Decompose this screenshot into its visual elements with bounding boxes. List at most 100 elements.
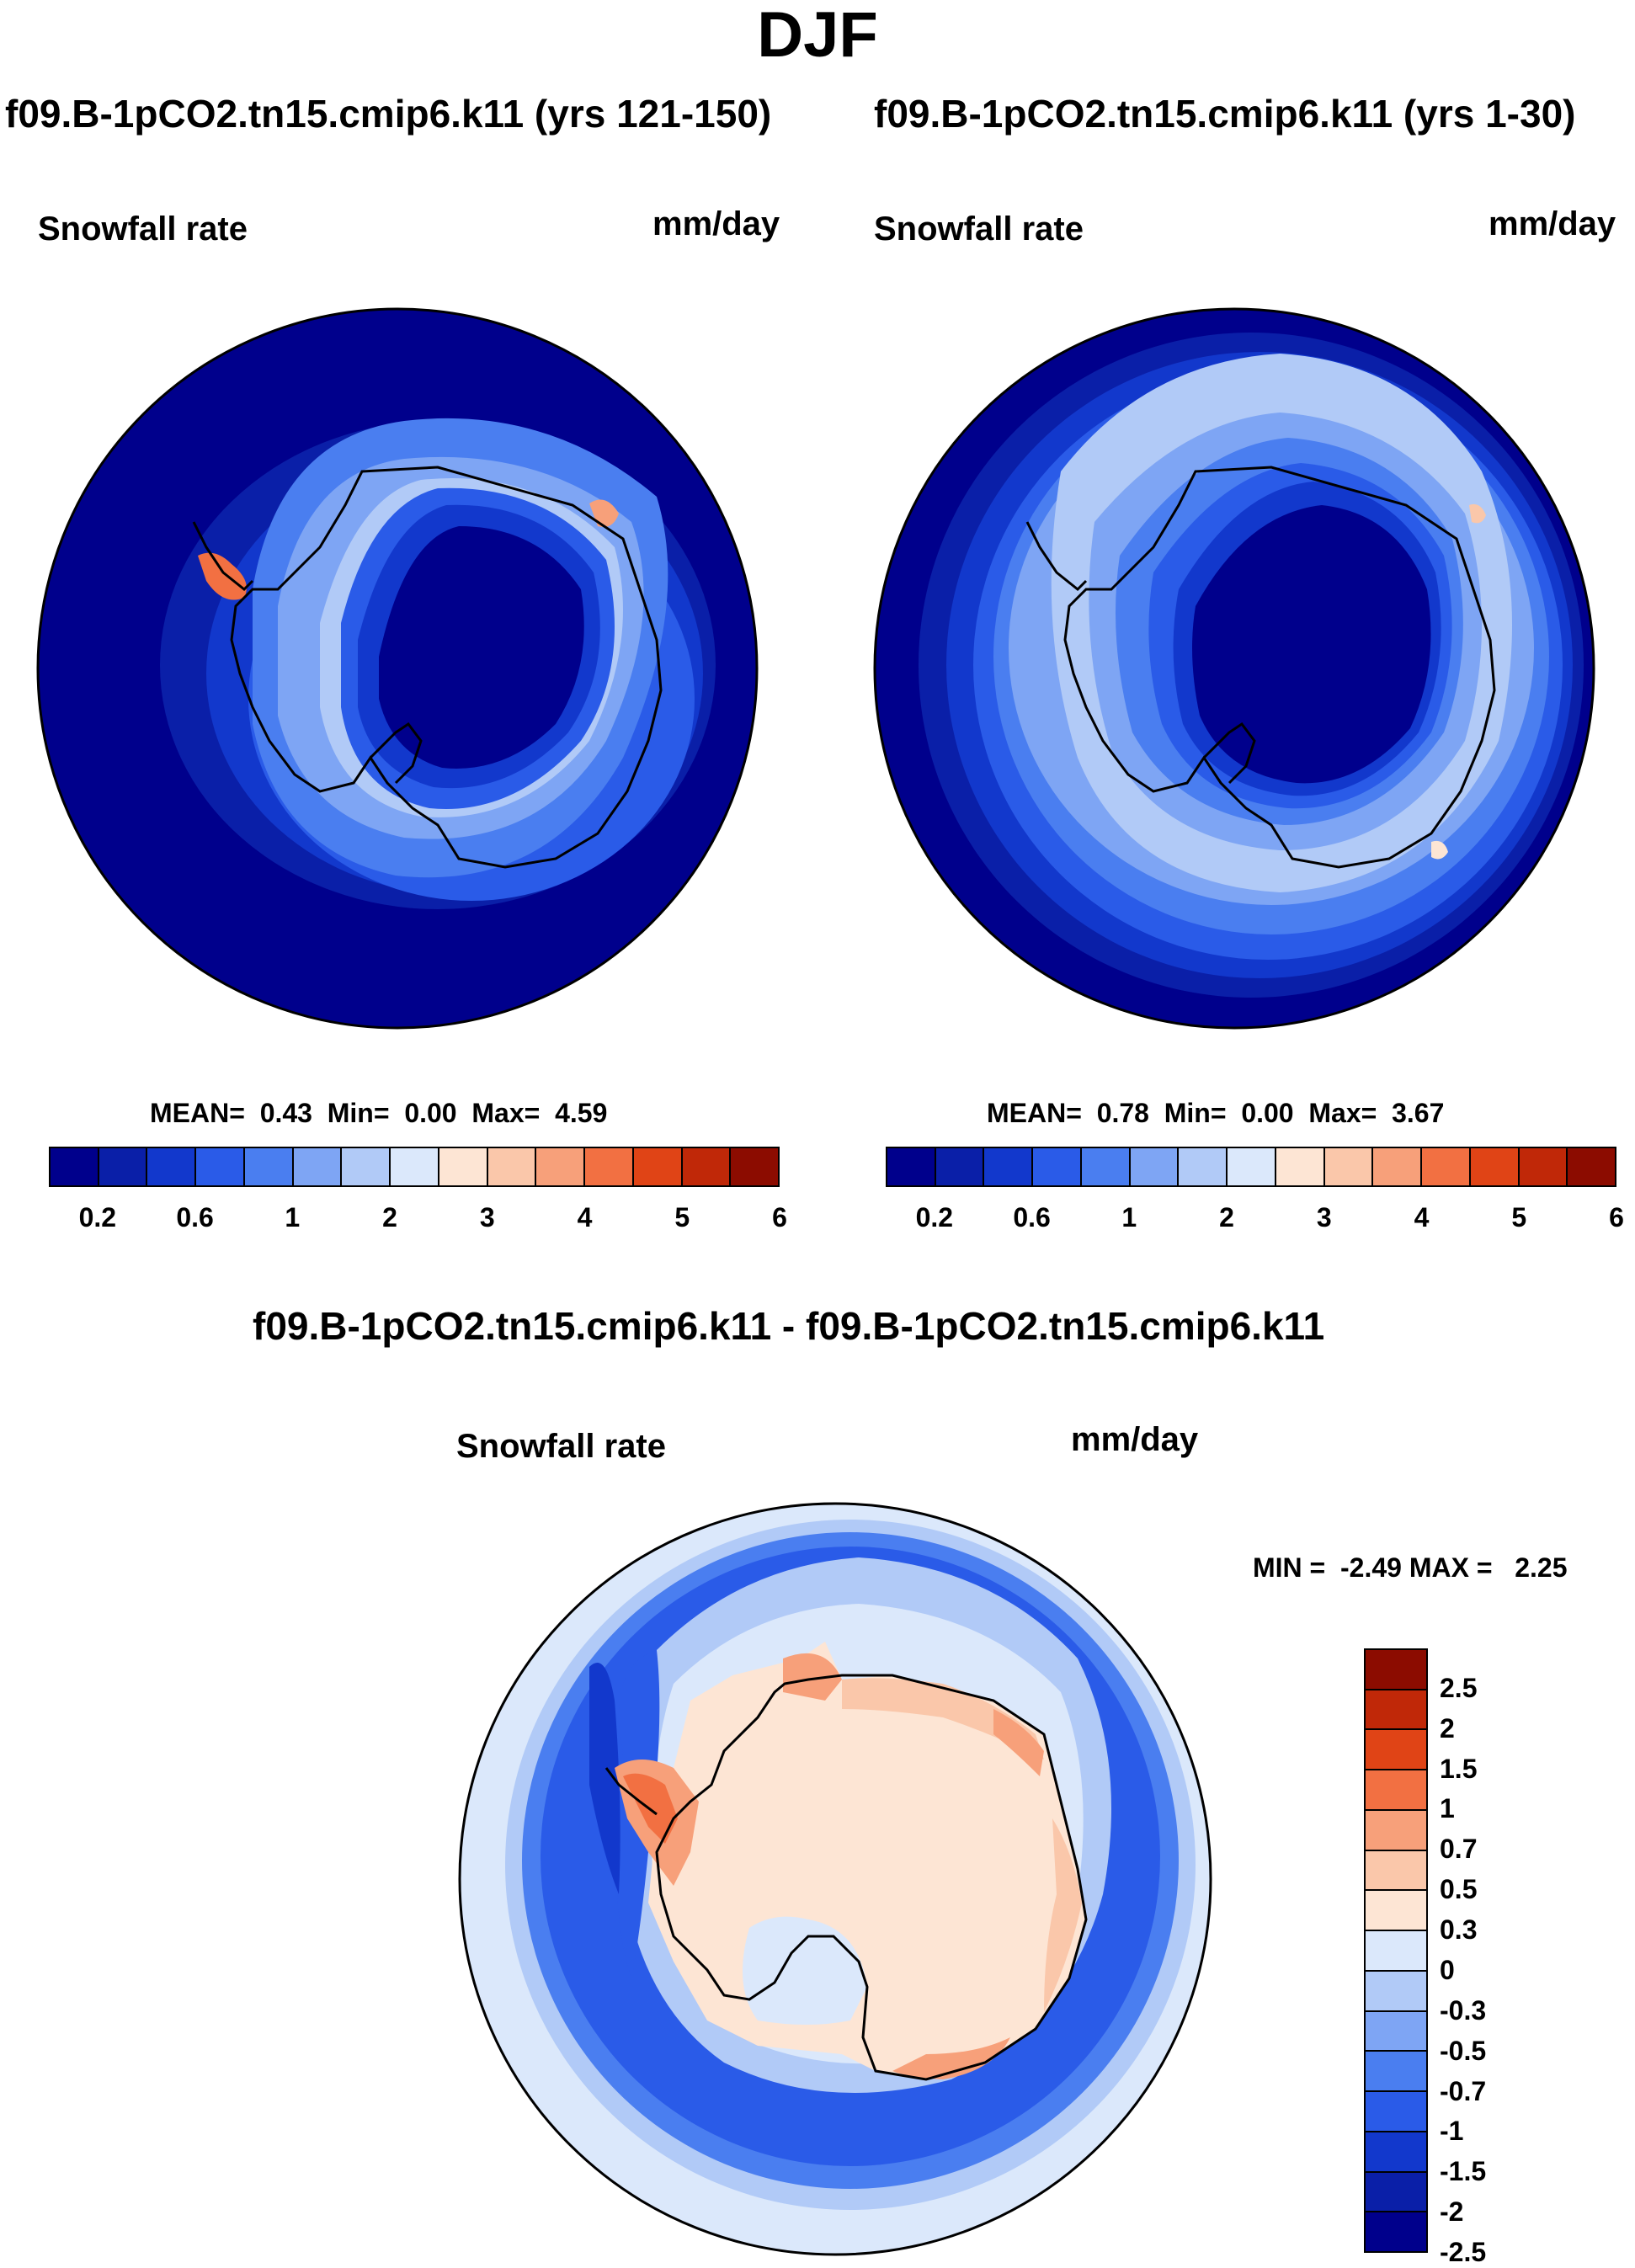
colorbar-swatch <box>147 1148 197 1185</box>
diff-min: -2.49 <box>1340 1552 1402 1583</box>
colorbar-swatch <box>1366 1810 1426 1851</box>
colorbar-tick-label: 4 <box>1414 1202 1430 1232</box>
panel-1-stats: MEAN= 0.43 Min= 0.00 Max= 4.59 <box>150 1098 607 1129</box>
colorbar-swatch <box>1033 1148 1082 1185</box>
colorbar-tick-label: -1 <box>1440 2116 1464 2147</box>
colorbar-swatch <box>1081 1148 1131 1185</box>
colorbar-swatch <box>984 1148 1034 1185</box>
panel-1-mean-label: MEAN= <box>150 1098 245 1128</box>
colorbar-tick-label: 0.2 <box>915 1202 954 1232</box>
colorbar-swatch <box>1228 1148 1276 1185</box>
panel-1-colorbar <box>49 1147 780 1187</box>
diff-min-label: MIN = <box>1253 1552 1326 1583</box>
diff-colorbar <box>1364 1648 1428 2253</box>
colorbar-swatch <box>196 1148 245 1185</box>
panel-2-mean-label: MEAN= <box>987 1098 1082 1128</box>
panel-2-max-label: Max= <box>1308 1098 1377 1128</box>
colorbar-swatch <box>1366 1850 1426 1892</box>
colorbar-swatch <box>536 1148 586 1185</box>
colorbar-swatch <box>1373 1148 1423 1185</box>
colorbar-tick-label: 6 <box>1609 1202 1624 1232</box>
colorbar-swatch <box>391 1148 439 1185</box>
colorbar-tick-label: 2 <box>1440 1712 1455 1744</box>
colorbar-tick-label: 1 <box>1121 1202 1137 1232</box>
map-panel-2 <box>875 309 1594 1028</box>
panel-2-max: 3.67 <box>1392 1098 1445 1128</box>
colorbar-tick-label: -0.3 <box>1440 1994 1487 2026</box>
colorbar-swatch <box>1366 1770 1426 1811</box>
colorbar-swatch <box>1422 1148 1471 1185</box>
panel-1-units: mm/day <box>652 205 780 242</box>
colorbar-swatch <box>1366 2172 1426 2213</box>
colorbar-swatch <box>1470 1148 1520 1185</box>
colorbar-tick-label: 1.5 <box>1440 1753 1478 1784</box>
colorbar-swatch <box>1366 1931 1426 1972</box>
colorbar-swatch <box>1366 2011 1426 2052</box>
colorbar-tick-label: 3 <box>479 1202 495 1232</box>
colorbar-swatch <box>1276 1148 1325 1185</box>
panel-2-stats: MEAN= 0.78 Min= 0.00 Max= 3.67 <box>987 1098 1444 1129</box>
colorbar-swatch <box>439 1148 488 1185</box>
colorbar-swatch <box>342 1148 391 1185</box>
diff-max-label: MAX = <box>1409 1552 1493 1583</box>
colorbar-tick-label: 0.6 <box>176 1202 214 1232</box>
colorbar-swatch <box>1179 1148 1228 1185</box>
diff-variable: Snowfall rate <box>456 1428 666 1465</box>
panel-1-max: 4.59 <box>555 1098 608 1128</box>
colorbar-tick-label: 0.7 <box>1440 1834 1478 1865</box>
colorbar-swatch <box>1366 1690 1426 1731</box>
colorbar-swatch <box>293 1148 343 1185</box>
diff-units: mm/day <box>1071 1421 1199 1458</box>
colorbar-tick-label: -2.5 <box>1440 2237 1487 2267</box>
colorbar-tick-label: -0.5 <box>1440 2035 1487 2066</box>
colorbar-tick-label: 5 <box>1511 1202 1527 1232</box>
panel-2-colorbar <box>886 1147 1616 1187</box>
panel-1-min: 0.00 <box>404 1098 457 1128</box>
colorbar-tick-label: 2 <box>1219 1202 1234 1232</box>
colorbar-swatch <box>1366 1971 1426 2012</box>
colorbar-swatch <box>1366 1650 1426 1690</box>
diff-case-title: f09.B-1pCO2.tn15.cmip6.k11 - f09.B-1pCO2… <box>253 1304 1325 1348</box>
panel-2-case-title: f09.B-1pCO2.tn15.cmip6.k11 (yrs 1-30) <box>874 92 1576 136</box>
diff-stats: MIN = -2.49 MAX = 2.25 <box>1253 1552 1567 1584</box>
colorbar-swatch <box>1130 1148 1180 1185</box>
colorbar-swatch <box>1519 1148 1568 1185</box>
colorbar-tick-label: 0.6 <box>1013 1202 1051 1232</box>
panel-2-min: 0.00 <box>1241 1098 1294 1128</box>
map-panel-diff <box>460 1504 1211 2255</box>
colorbar-tick-label: 5 <box>674 1202 690 1232</box>
colorbar-tick-label: 2 <box>382 1202 397 1232</box>
colorbar-tick-label: 0.5 <box>1440 1874 1478 1905</box>
colorbar-tick-label: 6 <box>772 1202 787 1232</box>
colorbar-swatch <box>51 1148 99 1185</box>
colorbar-tick-label: 2.5 <box>1440 1672 1478 1703</box>
colorbar-swatch <box>1366 2092 1426 2132</box>
colorbar-swatch <box>1366 1891 1426 1932</box>
colorbar-swatch <box>1568 1148 1616 1185</box>
panel-1-case-title: f09.B-1pCO2.tn15.cmip6.k11 (yrs 121-150) <box>5 92 772 136</box>
colorbar-tick-label: -1.5 <box>1440 2156 1487 2187</box>
colorbar-tick-label: 0.2 <box>78 1202 117 1232</box>
diff-max: 2.25 <box>1515 1552 1568 1583</box>
colorbar-swatch <box>585 1148 634 1185</box>
colorbar-swatch <box>731 1148 779 1185</box>
colorbar-swatch <box>244 1148 294 1185</box>
colorbar-tick-label: 1 <box>285 1202 301 1232</box>
colorbar-tick-label: 0.3 <box>1440 1914 1478 1946</box>
panel-2-min-label: Min= <box>1164 1098 1227 1128</box>
panel-2-mean: 0.78 <box>1096 1098 1149 1128</box>
colorbar-swatch <box>1366 2052 1426 2093</box>
colorbar-tick-label: -0.7 <box>1440 2075 1487 2106</box>
colorbar-tick-label: 3 <box>1316 1202 1332 1232</box>
colorbar-swatch <box>1324 1148 1374 1185</box>
panel-1-max-label: Max= <box>471 1098 541 1128</box>
panel-1-min-label: Min= <box>327 1098 390 1128</box>
panel-2-variable: Snowfall rate <box>874 210 1084 248</box>
figure-title: DJF <box>757 0 878 71</box>
panel-2-units: mm/day <box>1489 205 1616 242</box>
colorbar-swatch <box>887 1148 936 1185</box>
colorbar-tick-label: 4 <box>577 1202 593 1232</box>
colorbar-swatch <box>1366 1730 1426 1771</box>
panel-1-mean: 0.43 <box>259 1098 312 1128</box>
